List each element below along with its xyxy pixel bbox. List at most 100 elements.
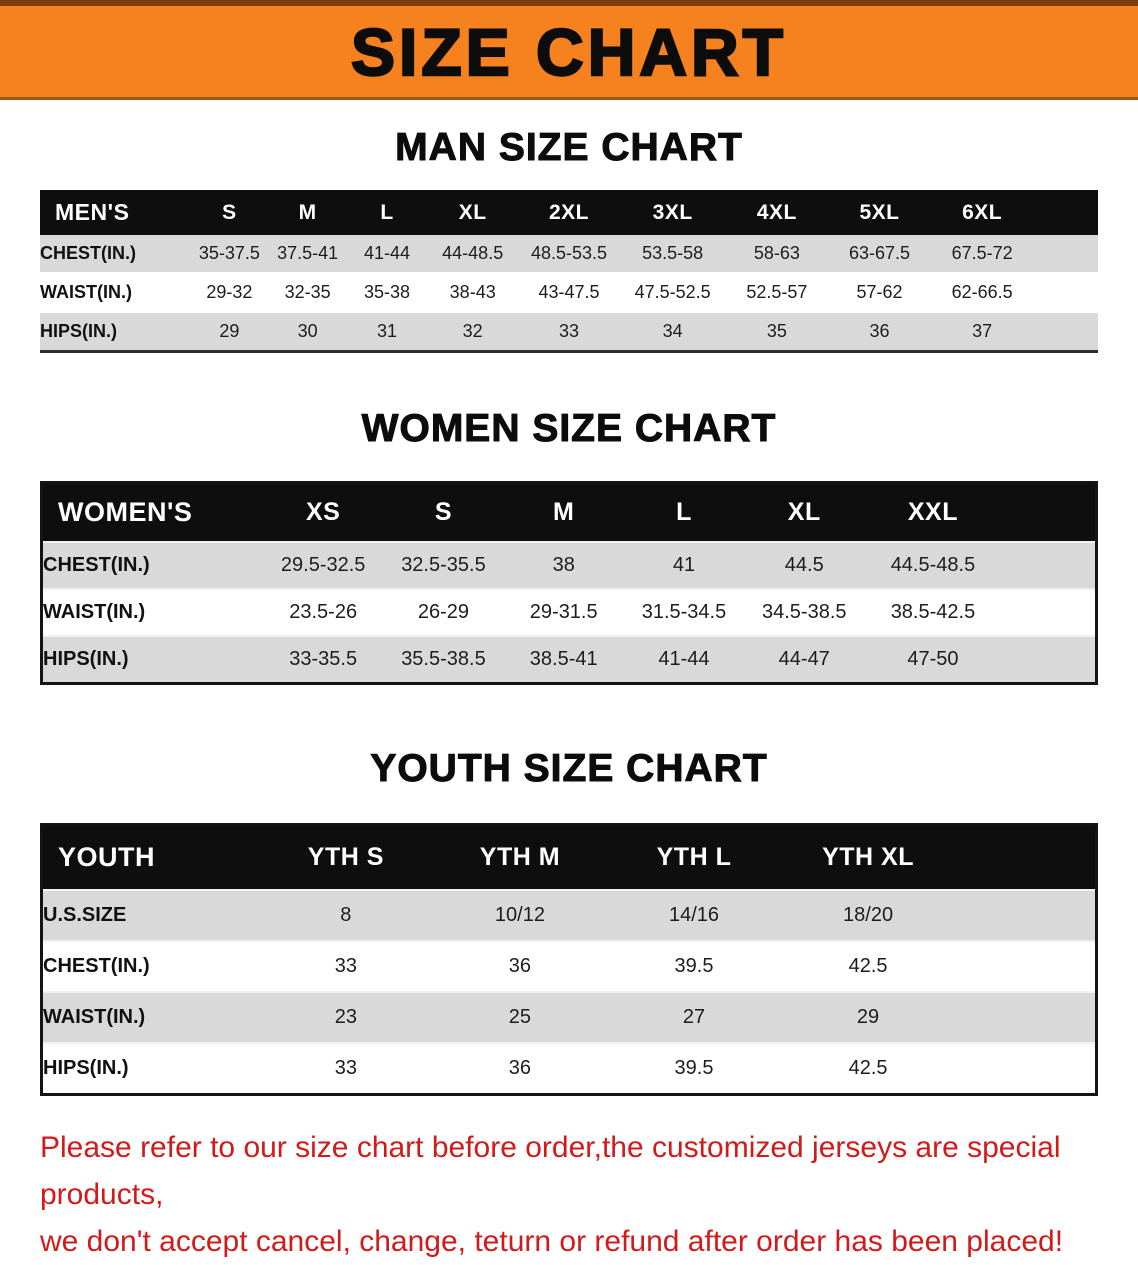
size-value: 62-66.5 <box>951 282 1013 302</box>
table-title: YOUTH <box>41 824 259 890</box>
size-value: 67.5-72 <box>951 243 1013 263</box>
cell-spacer <box>955 941 1096 992</box>
size-value: 31 <box>376 321 398 341</box>
table-title: WOMEN'S <box>41 482 264 542</box>
size-value: 47.5-52.5 <box>634 282 711 302</box>
youth-section: YOUTH SIZE CHART YOUTH YTH S YTH M YTH L YTH… <box>0 685 1138 1096</box>
cell-spacer <box>955 1043 1096 1095</box>
size-value: 26-29 <box>417 601 470 623</box>
table-row: WAIST(IN.) 23 25 27 29 <box>41 992 1097 1043</box>
men-section: MAN SIZE CHART MEN'S S M L XL 2XL 3XL 4XL 5XL 6XL… <box>0 100 1138 353</box>
size-value: 41-44 <box>363 243 411 263</box>
notice-line-2: we don't accept cancel, change, teturn o… <box>40 1225 1064 1258</box>
table-row: WAIST(IN.) 23.5-26 26-29 29-31.5 31.5-34.5 34… <box>41 589 1097 636</box>
header-spacer <box>1033 190 1098 235</box>
size-value: 34.5-38.5 <box>761 601 847 623</box>
cell-spacer <box>1033 273 1098 312</box>
size-value: 38.5-42.5 <box>890 601 976 623</box>
column-header: YTH XL <box>781 824 956 890</box>
size-value: 36 <box>508 1057 532 1079</box>
cell-spacer <box>1002 636 1097 684</box>
size-value: 42.5 <box>848 955 888 977</box>
row-label: WAIST(IN.) <box>43 601 146 623</box>
row-label: CHEST(IN.) <box>43 554 150 576</box>
table-row: CHEST(IN.) 33 36 39.5 42.5 <box>41 941 1097 992</box>
row-label: U.S.SIZE <box>43 904 127 926</box>
size-value: 10/12 <box>494 904 545 926</box>
row-label: HIPS(IN.) <box>43 1057 129 1079</box>
size-value: 44.5-48.5 <box>890 554 976 576</box>
column-header: L <box>623 482 745 542</box>
column-header: XXL <box>864 482 1002 542</box>
women-section-heading: WOMEN SIZE CHART <box>361 407 777 451</box>
cell-spacer <box>1002 589 1097 636</box>
notice-line-1: Please refer to our size chart before or… <box>40 1131 1061 1211</box>
column-header: 2XL <box>518 190 620 235</box>
size-value: 8 <box>340 904 352 926</box>
table-title: MEN'S <box>40 190 191 235</box>
header-row: MEN'S S M L XL 2XL 3XL 4XL 5XL 6XL <box>40 190 1098 235</box>
size-value: 25 <box>508 1006 532 1028</box>
row-label: HIPS(IN.) <box>43 648 129 670</box>
column-header: 6XL <box>930 190 1034 235</box>
size-value: 53.5-58 <box>642 243 704 263</box>
size-value: 34 <box>662 321 683 341</box>
column-header: M <box>503 482 624 542</box>
header-row: YOUTH YTH S YTH M YTH L YTH XL <box>41 824 1097 890</box>
row-label: CHEST(IN.) <box>43 955 150 977</box>
size-value: 39.5 <box>674 1057 714 1079</box>
column-header: YTH S <box>258 824 433 890</box>
column-header: 5XL <box>828 190 931 235</box>
size-value: 33 <box>334 955 357 977</box>
table-row: CHEST(IN.) 29.5-32.5 32.5-35.5 38 41 44.5 44.5… <box>41 542 1097 589</box>
size-value: 29-31.5 <box>529 601 598 623</box>
women-section: WOMEN SIZE CHART WOMEN'S XS S M L XL XXL CHEST(… <box>0 353 1138 685</box>
size-value: 35-37.5 <box>198 243 260 263</box>
column-header: YTH M <box>432 824 607 890</box>
size-value: 23.5-26 <box>289 601 358 623</box>
column-header: 4XL <box>725 190 829 235</box>
size-value: 44-48.5 <box>442 243 504 263</box>
size-value: 39.5 <box>674 955 714 977</box>
men-section-heading: MAN SIZE CHART <box>395 126 743 170</box>
size-value: 37.5-41 <box>277 243 339 263</box>
size-value: 23 <box>334 1006 357 1028</box>
youth-section-heading: YOUTH SIZE CHART <box>370 747 768 791</box>
size-value: 33 <box>558 321 579 341</box>
size-value: 35 <box>766 321 787 341</box>
column-header: L <box>346 190 428 235</box>
size-value: 41-44 <box>658 648 710 670</box>
cell-spacer <box>955 890 1096 941</box>
size-value: 63-67.5 <box>848 243 911 263</box>
table-row: HIPS(IN.) 33 36 39.5 42.5 <box>41 1043 1097 1095</box>
size-value: 38 <box>552 554 575 576</box>
size-value: 52.5-57 <box>746 282 808 302</box>
cell-spacer <box>1002 542 1097 589</box>
size-value: 44-47 <box>778 648 830 670</box>
size-value: 30 <box>297 321 318 341</box>
column-header: S <box>190 190 269 235</box>
size-value: 32.5-35.5 <box>401 554 486 576</box>
women-size-table: WOMEN'S XS S M L XL XXL CHEST(IN.) 29.5-32.5 32.5… <box>40 481 1098 685</box>
size-value: 32 <box>462 321 483 341</box>
size-value: 32-35 <box>284 282 331 302</box>
size-value: 41 <box>672 554 696 576</box>
column-header: XS <box>263 482 384 542</box>
size-value: 29.5-32.5 <box>280 554 366 576</box>
table-row: WAIST(IN.) 29-32 32-35 35-38 38-43 43-47.5 47.… <box>40 273 1098 312</box>
cell-spacer <box>955 992 1096 1043</box>
size-value: 57-62 <box>856 282 903 302</box>
table-row: U.S.SIZE 8 10/12 14/16 18/20 <box>41 890 1097 941</box>
column-header: XL <box>744 482 865 542</box>
size-value: 58-63 <box>753 243 800 263</box>
table-row: HIPS(IN.) 29 30 31 32 33 34 35 36 37 <box>40 312 1098 352</box>
table-row: CHEST(IN.) 35-37.5 37.5-41 41-44 44-48.5 48.5… <box>40 235 1098 273</box>
row-label: CHEST(IN.) <box>40 243 136 263</box>
size-value: 35-38 <box>363 282 411 302</box>
column-header: M <box>268 190 347 235</box>
size-value: 38-43 <box>449 282 496 302</box>
header-spacer <box>1001 482 1097 542</box>
size-value: 38.5-41 <box>529 648 598 670</box>
row-label: HIPS(IN.) <box>40 321 118 341</box>
size-value: 31.5-34.5 <box>641 601 727 623</box>
